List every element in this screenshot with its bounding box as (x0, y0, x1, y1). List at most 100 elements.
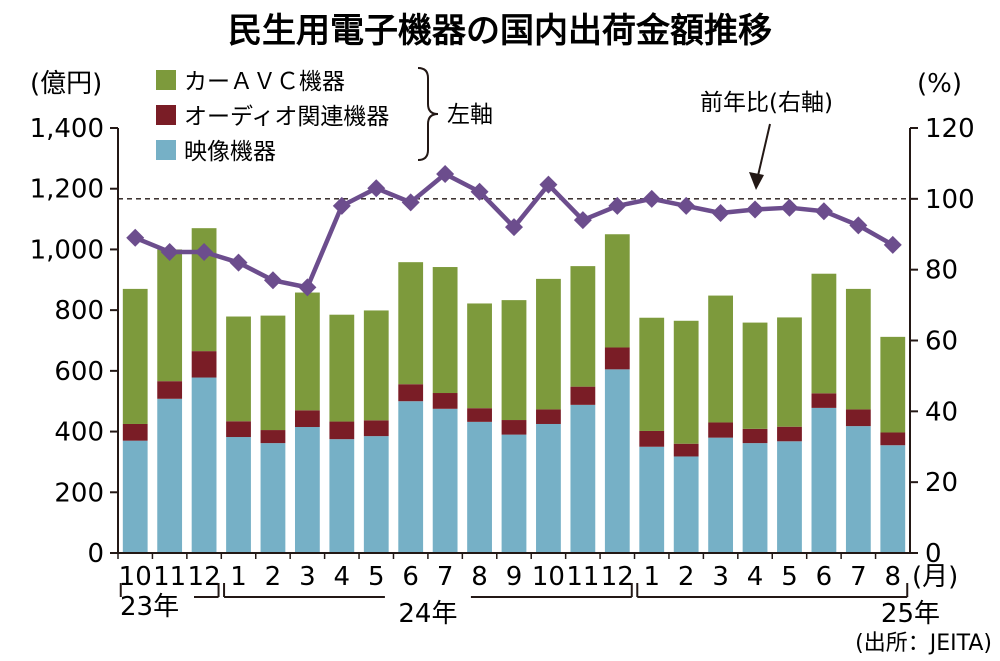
bar-segment-s0-18 (742, 443, 768, 553)
x-tick-label-7: 5 (368, 562, 385, 592)
x-tick-label-1: 11 (153, 562, 186, 592)
bar-segment-s1-1 (157, 381, 183, 399)
line-annotation-arrowhead (749, 172, 764, 190)
line-annotation-label: 前年比(右軸) (700, 90, 833, 116)
left-axis-unit: (億円) (30, 69, 102, 99)
bar-segment-s1-20 (811, 393, 837, 408)
left-tick-label-0: 0 (87, 539, 104, 569)
bar-segment-s1-5 (294, 410, 320, 428)
right-tick-label-4: 80 (925, 256, 958, 286)
x-tick-label-6: 4 (334, 562, 351, 592)
yoy-marker-22 (883, 235, 902, 254)
x-tick-label-16: 2 (678, 562, 695, 592)
yoy-marker-8 (401, 193, 420, 212)
bar-segment-s2-14 (604, 234, 630, 348)
bar-segment-s2-22 (880, 336, 906, 433)
bar-segment-s2-4 (260, 315, 286, 431)
yoy-marker-3 (229, 253, 248, 272)
bar-segment-s0-3 (226, 437, 251, 553)
yoy-marker-20 (814, 202, 833, 221)
yoy-marker-0 (126, 228, 145, 247)
legend-brace (417, 67, 439, 161)
bar-segment-s0-20 (811, 407, 837, 553)
yoy-marker-10 (470, 182, 489, 201)
legend-label-car-avc: カーＡＶＣ機器 (184, 69, 345, 95)
bar-segment-s1-2 (191, 351, 217, 378)
right-tick-label-1: 20 (925, 468, 958, 498)
bar-segment-s2-7 (363, 310, 389, 421)
left-tick-label-6: 1,200 (30, 175, 104, 205)
x-tick-label-22: 8 (885, 562, 902, 592)
x-tick-label-8: 6 (402, 562, 419, 592)
bar-segment-s1-22 (880, 432, 906, 446)
yoy-marker-1 (160, 242, 179, 261)
bar-segment-s1-0 (122, 423, 148, 441)
legend-label-audio: オーディオ関連機器 (184, 104, 389, 130)
bar-segment-s0-16 (673, 456, 699, 553)
bar-segment-s0-1 (157, 398, 183, 553)
bar-segment-s1-18 (742, 428, 768, 444)
x-tick-label-11: 9 (506, 562, 523, 592)
bar-segment-s0-17 (708, 437, 734, 553)
x-tick-label-19: 5 (781, 562, 798, 592)
bar-segment-s1-3 (226, 421, 251, 438)
bar-segment-s2-17 (708, 295, 734, 423)
yoy-marker-19 (780, 198, 799, 217)
year-label-0: 23年 (120, 592, 179, 622)
year-label-1: 24年 (398, 599, 457, 629)
legend-label-video: 映像機器 (184, 139, 276, 165)
x-tick-label-21: 7 (850, 562, 867, 592)
x-tick-label-13: 11 (566, 562, 599, 592)
x-tick-label-17: 3 (712, 562, 729, 592)
x-tick-label-9: 7 (437, 562, 454, 592)
bar-segment-s0-19 (777, 441, 802, 553)
legend-swatch-video (156, 140, 176, 160)
bar-segment-s2-10 (467, 303, 492, 409)
bar-segment-s2-16 (673, 320, 699, 444)
bar-segment-s0-22 (880, 445, 906, 553)
yoy-marker-13 (573, 211, 592, 230)
year-group-0: 23年 (119, 583, 220, 622)
bar-segment-s1-15 (639, 430, 665, 447)
left-tick-label-4: 800 (54, 296, 104, 326)
right-axis-unit: (%) (917, 69, 962, 99)
legend-swatch-car-avc (156, 70, 176, 90)
bar-segment-s2-1 (157, 249, 183, 382)
legend-swatch-audio (156, 105, 176, 125)
x-tick-label-4: 2 (265, 562, 282, 592)
month-unit-label: (月) (912, 562, 958, 592)
x-tick-label-18: 4 (747, 562, 764, 592)
right-tick-label-0: 0 (925, 539, 942, 569)
yoy-marker-5 (298, 278, 317, 297)
yoy-marker-11 (505, 218, 523, 237)
yoy-marker-9 (436, 165, 455, 184)
bar-segment-s2-0 (122, 288, 148, 424)
bar-segment-s0-6 (329, 439, 355, 553)
bar-segment-s0-21 (845, 426, 871, 553)
year-group-1: 24年 (223, 583, 633, 629)
bar-segment-s0-5 (294, 427, 320, 553)
bar-segment-s2-8 (398, 262, 424, 385)
x-tick-label-3: 1 (230, 562, 247, 592)
bar-segment-s2-6 (329, 314, 355, 422)
yoy-marker-15 (642, 189, 661, 208)
yoy-marker-18 (746, 200, 765, 219)
bar-segment-s0-10 (467, 421, 492, 553)
bar-segment-s0-14 (604, 369, 630, 553)
year-group-2: 25年 (636, 583, 940, 629)
x-tick-label-10: 8 (471, 562, 488, 592)
bar-segment-s1-4 (260, 430, 286, 444)
x-tick-label-5: 3 (299, 562, 316, 592)
left-tick-label-1: 200 (54, 478, 104, 508)
yoy-marker-21 (849, 216, 868, 235)
bar-segment-s2-20 (811, 273, 837, 394)
bar-layer (122, 228, 906, 553)
chart-title: 民生用電子機器の国内出荷金額推移 (228, 11, 772, 51)
bar-segment-s2-9 (432, 267, 458, 394)
x-tick-label-15: 1 (643, 562, 660, 592)
left-tick-label-7: 1,400 (30, 114, 104, 144)
bar-segment-s1-21 (845, 409, 871, 427)
bar-segment-s1-13 (570, 386, 596, 405)
x-tick-label-0: 10 (119, 562, 152, 592)
bar-segment-s2-12 (536, 278, 561, 410)
